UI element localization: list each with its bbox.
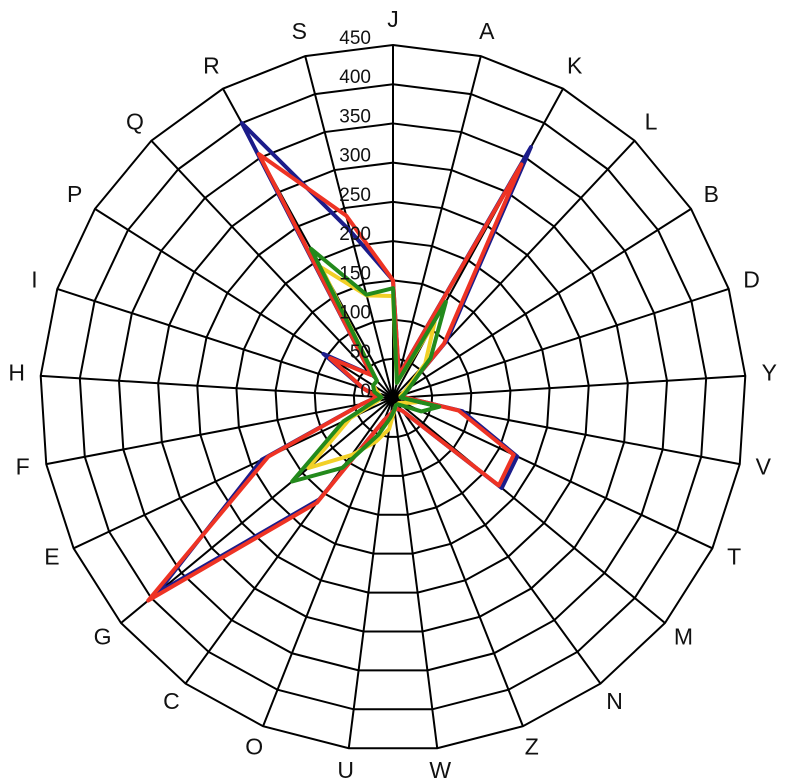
category-label: H (8, 359, 25, 385)
spoke (392, 397, 713, 550)
category-label: Q (126, 108, 144, 134)
r-tick-label: 0 (360, 381, 371, 402)
r-tick-label: 100 (339, 303, 371, 324)
category-label: E (44, 544, 59, 570)
spoke (392, 397, 524, 727)
category-label: M (674, 623, 693, 649)
category-label: D (743, 267, 760, 293)
spoke (40, 374, 394, 399)
series-line (146, 152, 524, 603)
r-tick-label: 350 (339, 106, 371, 127)
grid-ring (352, 357, 434, 438)
spoke (392, 374, 746, 399)
series-line (290, 246, 448, 484)
r-tick-label: 200 (339, 224, 371, 245)
spoke (392, 397, 439, 749)
grid-ring (235, 240, 551, 555)
spoke (56, 287, 394, 399)
category-label: T (727, 544, 741, 570)
category-label: G (94, 623, 112, 649)
spoke (262, 397, 394, 727)
spoke (46, 397, 394, 466)
category-label: P (67, 181, 82, 207)
spoke (392, 397, 602, 685)
r-tick-label: 400 (339, 67, 371, 88)
spoke (184, 397, 394, 685)
spoke (392, 397, 666, 624)
category-label: C (163, 688, 180, 714)
category-label: K (567, 53, 583, 79)
category-label: Y (762, 359, 777, 385)
category-label: S (292, 18, 307, 44)
spoke (392, 287, 730, 399)
category-label: B (704, 181, 719, 207)
category-label: V (756, 454, 772, 480)
category-label: I (31, 267, 37, 293)
category-label: F (16, 454, 30, 480)
spoke (392, 208, 692, 399)
grid-ring (157, 161, 629, 633)
grid-ring (196, 200, 590, 594)
grid-ring (274, 279, 512, 516)
r-tick-label: 450 (339, 28, 371, 49)
spoke (392, 55, 482, 399)
category-label: A (479, 18, 495, 44)
r-tick-label: 250 (339, 185, 371, 206)
spoke (150, 139, 394, 399)
r-tick-label: 150 (339, 263, 371, 284)
category-label: O (245, 734, 263, 760)
category-label: J (387, 6, 399, 32)
category-label: W (429, 757, 451, 783)
spoke (347, 397, 394, 749)
r-tick-label: 50 (350, 342, 371, 363)
r-tick-label: 300 (339, 146, 371, 167)
category-label: R (203, 53, 220, 79)
grid-ring (313, 318, 473, 477)
category-label: Z (525, 734, 539, 760)
spoke (94, 208, 394, 399)
category-label: U (337, 757, 354, 783)
category-label: N (606, 688, 623, 714)
grid-ring (39, 43, 747, 750)
grid-ring (78, 83, 708, 711)
grid-ring (117, 122, 669, 672)
category-label: L (645, 108, 658, 134)
